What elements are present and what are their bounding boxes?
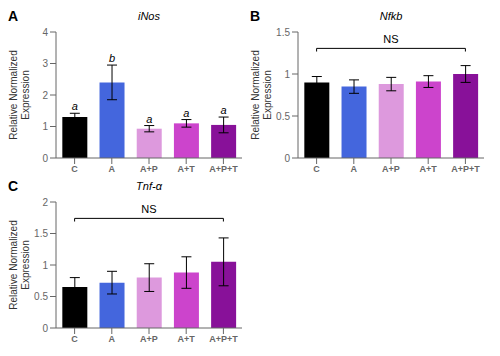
svg-text:2: 2 — [42, 90, 48, 101]
html-text:iNos: iNos — [138, 10, 160, 22]
svg-text:1: 1 — [42, 121, 48, 132]
svg-text:A+P: A+P — [140, 334, 158, 344]
html-text:A: A — [8, 8, 19, 24]
html-text:Tnf-α: Tnf-α — [136, 180, 162, 192]
svg-text:1: 1 — [284, 69, 290, 80]
svg-text:NS: NS — [141, 203, 156, 215]
svg-text:A+T: A+T — [178, 164, 196, 174]
svg-text:Relative NormalizedExpression: Relative NormalizedExpression — [8, 50, 31, 139]
svg-text:3: 3 — [42, 58, 48, 69]
svg-text:4: 4 — [42, 27, 48, 38]
svg-text:A: A — [351, 164, 358, 174]
svg-text:A+T: A+T — [420, 164, 438, 174]
svg-text:C: C — [71, 334, 78, 344]
svg-text:A+P: A+P — [140, 164, 158, 174]
svg-text:a: a — [183, 107, 189, 119]
svg-text:a: a — [221, 104, 227, 116]
svg-text:0.5: 0.5 — [276, 111, 290, 122]
svg-text:A+P+T: A+P+T — [451, 164, 480, 174]
svg-text:A+P+T: A+P+T — [209, 334, 238, 344]
svg-text:2: 2 — [42, 197, 48, 208]
svg-text:A+T: A+T — [178, 334, 196, 344]
svg-text:Relative NormalizedExpression: Relative NormalizedExpression — [250, 50, 273, 139]
svg-text:b: b — [109, 52, 115, 64]
svg-text:a: a — [146, 113, 152, 125]
svg-text:C: C — [71, 164, 78, 174]
html-text:Nfkb: Nfkb — [379, 10, 403, 22]
svg-text:0: 0 — [42, 323, 48, 334]
svg-text:NS: NS — [383, 33, 398, 45]
svg-text:Relative NormalizedExpression: Relative NormalizedExpression — [8, 220, 31, 309]
svg-text:0: 0 — [42, 153, 48, 164]
svg-text:A+P: A+P — [382, 164, 400, 174]
html-text:B: B — [250, 8, 261, 24]
svg-text:0.5: 0.5 — [34, 291, 48, 302]
svg-text:1.5: 1.5 — [34, 228, 48, 239]
svg-text:A+P+T: A+P+T — [209, 164, 238, 174]
svg-text:A: A — [109, 334, 116, 344]
svg-text:C: C — [313, 164, 320, 174]
svg-text:1.5: 1.5 — [276, 27, 290, 38]
svg-text:1: 1 — [42, 260, 48, 271]
html-text:C: C — [8, 178, 19, 194]
svg-text:a: a — [72, 100, 78, 112]
svg-text:0: 0 — [284, 153, 290, 164]
svg-text:A: A — [109, 164, 116, 174]
